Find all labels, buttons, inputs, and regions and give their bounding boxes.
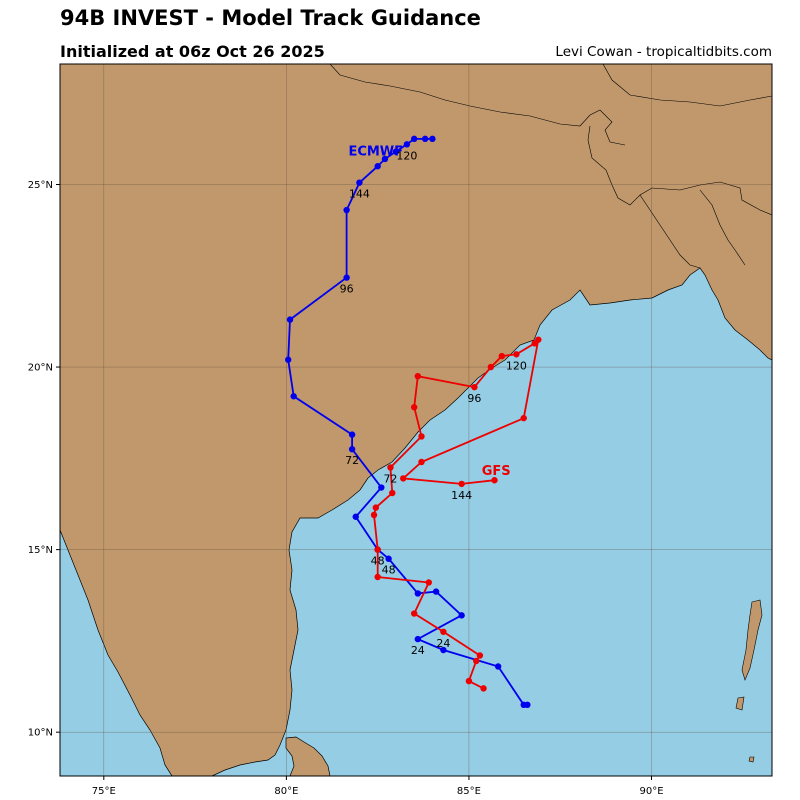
gfs-hour-label: 72: [383, 472, 397, 485]
lon-tick-label: 85°E: [457, 786, 481, 797]
ecmwf-track-point: [286, 316, 294, 323]
ecmwf-track-point: [343, 274, 350, 281]
gfs-track-point: [487, 363, 495, 371]
lat-tick-label: 10°N: [28, 728, 53, 739]
gfs-track-point: [480, 685, 487, 692]
ecmwf-track-point: [429, 135, 436, 143]
ecmwf-track-point: [381, 155, 389, 163]
gfs-track-point: [520, 414, 527, 422]
ecmwf-track-point: [520, 701, 527, 708]
ecmwf-hour-label: 72: [345, 454, 359, 467]
gfs-track-point: [418, 458, 425, 466]
ecmwf-track-point: [290, 393, 297, 400]
ecmwf-track-point: [285, 356, 292, 363]
ecmwf-track-point: [378, 484, 385, 491]
ecmwf-track-point: [374, 163, 381, 170]
gfs-hour-label: 120: [506, 359, 527, 372]
ecmwf-track-point: [403, 141, 411, 148]
gfs-track-point: [498, 352, 506, 360]
gfs-hour-label: 24: [436, 637, 450, 650]
credit-text: Levi Cowan - tropicaltidbits.com: [555, 44, 772, 60]
ecmwf-hour-label: 24: [411, 644, 425, 657]
gfs-track-point: [440, 628, 447, 635]
gfs-track-point: [425, 579, 432, 586]
gfs-track-point: [389, 489, 396, 497]
gfs-track-point: [410, 610, 418, 617]
lon-tick-label: 75°E: [92, 786, 116, 797]
ecmwf-hour-label: 96: [340, 283, 354, 296]
gfs-hour-label: 144: [451, 489, 472, 502]
gfs-track: 24 48 72 96 120 144 GFS: [370, 336, 542, 692]
ecmwf-hour-label: 144: [349, 188, 370, 201]
gfs-track-point: [372, 504, 380, 511]
ecmwf-track-point: [414, 590, 422, 597]
gfs-track-point: [465, 677, 473, 685]
gfs-track-point: [491, 477, 498, 484]
gfs-track-point: [535, 336, 542, 343]
ecmwf-track-point: [421, 135, 429, 143]
lon-tick-label: 90°E: [639, 786, 663, 797]
gfs-track-point: [513, 351, 520, 358]
gfs-track-point: [400, 475, 407, 482]
ecmwf-track-point: [432, 588, 440, 595]
ecmwf-track-point: [385, 555, 392, 562]
gfs-track-point: [476, 652, 484, 659]
gfs-track-point: [473, 657, 480, 665]
gfs-track-point: [374, 546, 381, 553]
gfs-track-point: [418, 433, 425, 440]
gfs-track-point: [458, 480, 465, 488]
ecmwf-track-point: [414, 635, 422, 643]
gfs-hour-label: 96: [467, 392, 481, 405]
ecmwf-track-point: [348, 446, 356, 453]
map-grid: [60, 64, 772, 776]
ecmwf-track-point: [458, 612, 465, 619]
init-time-subtitle: Initialized at 06z Oct 26 2025: [60, 42, 325, 61]
model-tracks: 24 48 72 96 120 144 ECMWF 24 48 72 96 120 144 GFS: [285, 135, 542, 708]
ecmwf-track-point: [494, 663, 502, 670]
gfs-track-point: [370, 511, 378, 519]
ecmwf-track-point: [343, 206, 350, 214]
lon-tick-label: 80°E: [274, 786, 298, 797]
ecmwf-track-point: [348, 431, 356, 438]
gfs-track-point: [471, 383, 478, 391]
ecmwf-track-point: [392, 148, 400, 155]
lat-tick-label: 25°N: [28, 180, 53, 191]
lat-tick-label: 15°N: [28, 545, 53, 556]
gfs-track-point: [387, 464, 394, 471]
ecmwf-track-point: [410, 135, 418, 143]
gfs-track-point: [414, 372, 422, 380]
ecmwf-hour-label: 48: [382, 564, 396, 577]
ecmwf-hour-label: 120: [396, 149, 417, 162]
gfs-track-point: [410, 404, 418, 411]
andaman-islands: [735, 599, 763, 763]
axis-ticks: 75°E 80°E 85°E 90°E 10°N 15°N 20°N 25°N: [28, 180, 664, 797]
land-area: [60, 64, 772, 776]
ecmwf-track-point: [356, 179, 363, 186]
country-borders: [329, 64, 772, 269]
map-title: 94B INVEST - Model Track Guidance: [60, 6, 481, 30]
gfs-track-point: [374, 573, 381, 581]
lat-tick-label: 20°N: [28, 363, 53, 374]
gfs-model-label: GFS: [482, 464, 511, 479]
ecmwf-track: 24 48 72 96 120 144 ECMWF: [285, 135, 531, 708]
ecmwf-model-label: ECMWF: [348, 144, 403, 159]
map-frame: [59, 63, 773, 777]
ecmwf-track-point: [352, 513, 359, 520]
sri-lanka-land: [285, 736, 331, 776]
gfs-hour-label: 48: [371, 555, 385, 568]
ecmwf-track-point: [440, 646, 447, 654]
